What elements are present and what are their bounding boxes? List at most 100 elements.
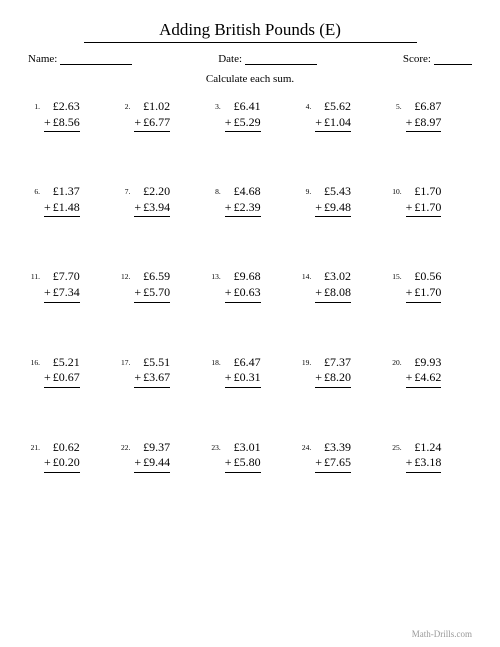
- plus-sign: +: [44, 115, 51, 129]
- problem-body: £5.51+£3.67: [134, 355, 170, 388]
- problem-number: 18.: [209, 355, 225, 367]
- addend-bottom: +£7.34: [44, 285, 80, 303]
- addend-top: £9.93: [406, 355, 442, 371]
- problem-body: £6.41+£5.29: [225, 99, 261, 132]
- problem: 3.£6.41+£5.29: [209, 99, 291, 132]
- addend-bottom: +£1.70: [406, 285, 442, 303]
- problem-number: 23.: [209, 440, 225, 452]
- addend-bottom: +£5.29: [225, 115, 261, 133]
- plus-sign: +: [315, 115, 322, 129]
- plus-sign: +: [315, 455, 322, 469]
- problem-number: 7.: [118, 184, 134, 196]
- problem-body: £5.62+£1.04: [315, 99, 351, 132]
- addend-bottom: +£3.67: [134, 370, 170, 388]
- plus-sign: +: [315, 200, 322, 214]
- addend-bottom: +£0.31: [225, 370, 261, 388]
- addend-top: £2.63: [44, 99, 80, 115]
- problem: 5.£6.87+£8.97: [390, 99, 472, 132]
- plus-sign: +: [44, 200, 51, 214]
- problem: 1.£2.63+£8.56: [28, 99, 110, 132]
- problem: 2.£1.02+£6.77: [118, 99, 200, 132]
- problem-number: 6.: [28, 184, 44, 196]
- plus-sign: +: [315, 285, 322, 299]
- addend-bottom: +£0.63: [225, 285, 261, 303]
- problem-body: £6.59+£5.70: [134, 269, 170, 302]
- addend-top: £5.62: [315, 99, 351, 115]
- problem: 21.£0.62+£0.20: [28, 440, 110, 473]
- addend-top: £4.68: [225, 184, 261, 200]
- problem-body: £7.37+£8.20: [315, 355, 351, 388]
- addend-top: £3.02: [315, 269, 351, 285]
- addend-bottom: +£9.48: [315, 200, 351, 218]
- problem-number: 15.: [390, 269, 406, 281]
- addend-top: £1.70: [406, 184, 442, 200]
- problem: 15.£0.56+£1.70: [390, 269, 472, 302]
- problem: 4.£5.62+£1.04: [299, 99, 381, 132]
- addend-top: £1.37: [44, 184, 80, 200]
- plus-sign: +: [134, 370, 141, 384]
- addend-bottom: +£9.44: [134, 455, 170, 473]
- problem-body: £0.62+£0.20: [44, 440, 80, 473]
- plus-sign: +: [134, 455, 141, 469]
- problem: 7.£2.20+£3.94: [118, 184, 200, 217]
- problem-number: 22.: [118, 440, 134, 452]
- plus-sign: +: [134, 115, 141, 129]
- addend-bottom: +£5.80: [225, 455, 261, 473]
- addend-bottom: +£8.20: [315, 370, 351, 388]
- plus-sign: +: [315, 370, 322, 384]
- problem: 6.£1.37+£1.48: [28, 184, 110, 217]
- header-row: Name: Date: Score:: [28, 53, 472, 65]
- addend-top: £6.47: [225, 355, 261, 371]
- problem-number: 20.: [390, 355, 406, 367]
- problem-number: 14.: [299, 269, 315, 281]
- addend-bottom: +£1.04: [315, 115, 351, 133]
- addend-top: £6.41: [225, 99, 261, 115]
- problem-body: £2.20+£3.94: [134, 184, 170, 217]
- plus-sign: +: [44, 370, 51, 384]
- addend-top: £3.01: [225, 440, 261, 456]
- problem-number: 2.: [118, 99, 134, 111]
- page-title: Adding British Pounds (E): [84, 20, 417, 43]
- problem-number: 21.: [28, 440, 44, 452]
- plus-sign: +: [406, 115, 413, 129]
- addend-top: £0.56: [406, 269, 442, 285]
- score-input-line[interactable]: [434, 53, 472, 65]
- problem: 12.£6.59+£5.70: [118, 269, 200, 302]
- addend-top: £7.70: [44, 269, 80, 285]
- date-input-line[interactable]: [245, 53, 317, 65]
- problem: 10.£1.70+£1.70: [390, 184, 472, 217]
- problem-number: 1.: [28, 99, 44, 111]
- addend-bottom: +£1.70: [406, 200, 442, 218]
- addend-bottom: +£8.97: [406, 115, 442, 133]
- addend-top: £6.59: [134, 269, 170, 285]
- addend-bottom: +£2.39: [225, 200, 261, 218]
- problem-body: £4.68+£2.39: [225, 184, 261, 217]
- problem-number: 4.: [299, 99, 315, 111]
- plus-sign: +: [406, 455, 413, 469]
- problem-body: £9.68+£0.63: [225, 269, 261, 302]
- plus-sign: +: [406, 370, 413, 384]
- problem-number: 12.: [118, 269, 134, 281]
- addend-bottom: +£4.62: [406, 370, 442, 388]
- addend-top: £9.37: [134, 440, 170, 456]
- plus-sign: +: [225, 285, 232, 299]
- problem: 18.£6.47+£0.31: [209, 355, 291, 388]
- addend-top: £0.62: [44, 440, 80, 456]
- addend-top: £5.21: [44, 355, 80, 371]
- name-input-line[interactable]: [60, 53, 132, 65]
- problem-grid: 1.£2.63+£8.562.£1.02+£6.773.£6.41+£5.294…: [28, 99, 472, 473]
- footer-text: Math-Drills.com: [412, 629, 472, 639]
- problem-number: 16.: [28, 355, 44, 367]
- plus-sign: +: [134, 285, 141, 299]
- problem: 17.£5.51+£3.67: [118, 355, 200, 388]
- problem: 22.£9.37+£9.44: [118, 440, 200, 473]
- problem-body: £3.01+£5.80: [225, 440, 261, 473]
- name-block: Name:: [28, 53, 132, 65]
- problem: 24.£3.39+£7.65: [299, 440, 381, 473]
- problem-body: £6.87+£8.97: [406, 99, 442, 132]
- problem-body: £1.24+£3.18: [406, 440, 442, 473]
- plus-sign: +: [225, 455, 232, 469]
- plus-sign: +: [44, 285, 51, 299]
- addend-top: £1.24: [406, 440, 442, 456]
- addend-top: £9.68: [225, 269, 261, 285]
